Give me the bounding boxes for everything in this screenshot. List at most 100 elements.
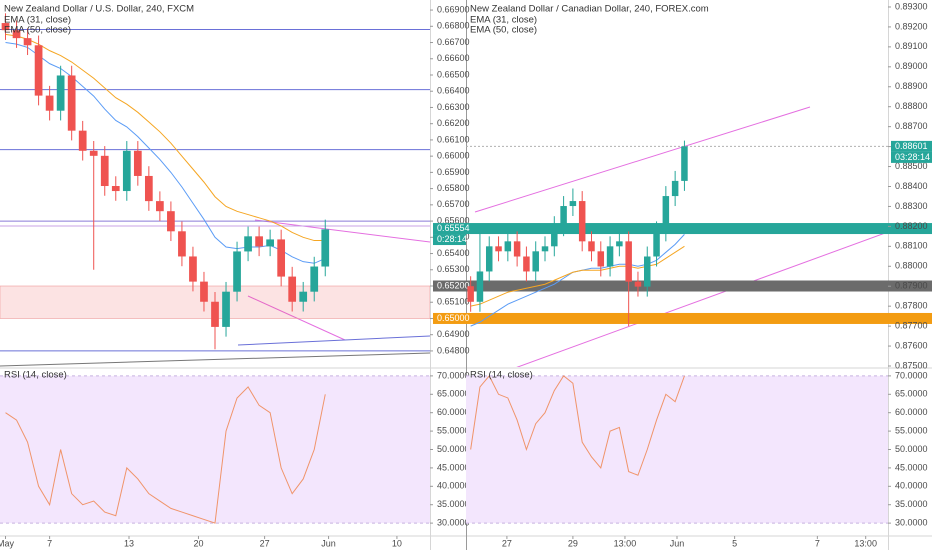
price-badge [433,312,932,324]
x-tick-label: 29 [568,538,578,548]
channel-line [516,231,888,367]
x-tick-label: May [0,538,15,548]
rsi-y-tick-label: 50.0000 [437,444,470,454]
y-tick-label: 0.89300 [895,1,928,11]
x-tick-label: 7 [815,538,820,548]
legend-entry: EMA (50, close) [4,25,71,36]
y-tick-label: 0.87600 [895,340,928,350]
candle-body [485,246,493,272]
channel-line [474,106,811,213]
rsi-y-tick-label: 45.0000 [437,462,470,472]
y-tick-label: 0.65600 [437,215,470,225]
rsi-y-tick-label: 30.0000 [895,517,928,527]
rsi-title: RSI (14, close) [4,370,67,381]
y-tick-label: 0.66400 [437,86,470,96]
rsi-band [466,375,888,524]
x-tick-label: 5 [732,538,737,548]
y-tick-label: 0.64900 [437,329,470,339]
candle-body [551,226,558,247]
candle-body [144,175,153,202]
candle-body [504,241,512,252]
y-tick-label: 0.65800 [437,183,470,193]
x-tick-label: 13:00 [614,538,637,548]
rsi-y-tick-label: 35.0000 [437,499,470,509]
candle-body [255,236,263,247]
x-tick-label: 13:00 [854,538,877,548]
price-badge [433,280,932,292]
y-tick-label: 0.88500 [895,161,928,171]
rsi-y-tick-label: 65.0000 [437,389,470,399]
y-tick-label: 0.64800 [437,345,470,355]
price-badge-label: 0.88601 [895,141,928,151]
candle-body [111,186,120,192]
y-tick-label: 0.66000 [437,151,470,161]
legend-entry: EMA (50, close) [470,25,537,36]
candle-body [653,231,660,257]
rsi-y-tick-label: 70.0000 [437,370,470,380]
trendline [0,352,430,367]
price-badge-label: 0.65554 [437,223,470,233]
candle-body [12,30,21,39]
candle-body [167,211,175,232]
candle-body [310,266,319,292]
y-tick-label: 0.66300 [437,102,470,112]
price-badge [433,223,932,235]
y-tick-label: 0.87900 [895,281,928,291]
candle-body [513,241,521,257]
candle-body [299,291,308,302]
y-tick-label: 0.87700 [895,320,928,330]
candle-body [211,301,219,327]
candle-body [244,236,252,252]
y-tick-label: 0.65900 [437,167,470,177]
countdown-badge [891,151,932,163]
y-tick-label: 0.88700 [895,121,928,131]
candle-body [681,146,688,181]
y-tick-label: 0.88000 [895,261,928,271]
price-badge-label: 0.65000 [437,313,470,323]
y-tick-label: 0.88900 [895,81,928,91]
candle-body [495,246,502,252]
candle-body [222,291,230,327]
candle-body [266,239,274,247]
candle-body [569,201,577,207]
candle-body [606,246,614,267]
candle-body [467,286,474,302]
candle-body [476,271,484,302]
candle-body [178,231,186,257]
candle-body [644,256,651,287]
y-tick-label: 0.89000 [895,61,928,71]
rsi-y-tick-label: 60.0000 [437,407,470,417]
y-tick-label: 0.65100 [437,297,470,307]
candle-body [662,196,670,232]
rsi-y-tick-label: 60.0000 [895,407,928,417]
candle-body [67,75,76,131]
x-tick-label: Jun [670,538,685,548]
price-pane [0,13,430,352]
drawings-left [0,219,430,367]
rsi-y-tick-label: 55.0000 [895,425,928,435]
candle-body [200,281,208,302]
x-tick-label: Jun [321,538,336,548]
candle-body [89,150,98,156]
x-tick-label: 27 [260,538,270,548]
candle-body [23,38,32,46]
candle-body [45,95,54,111]
candle-body [122,150,131,192]
price-badge [891,140,932,152]
y-tick-label: 0.66200 [437,118,470,128]
candle-body [100,155,109,187]
trendline [247,295,346,341]
rsi-y-tick-label: 45.0000 [895,462,928,472]
y-tick-label: 0.65700 [437,199,470,209]
y-tick-label: 0.66700 [437,37,470,47]
y-tick-label: 0.65300 [437,264,470,274]
candle-body [34,45,43,96]
countdown: 03:28:14 [895,152,930,162]
candle-body [634,281,642,287]
candle-body [625,241,632,282]
y-tick-label: 0.88800 [895,101,928,111]
y-tick-label: 0.88300 [895,201,928,211]
candle-body [588,241,595,252]
rsi-y-tick-label: 70.0000 [895,370,928,380]
